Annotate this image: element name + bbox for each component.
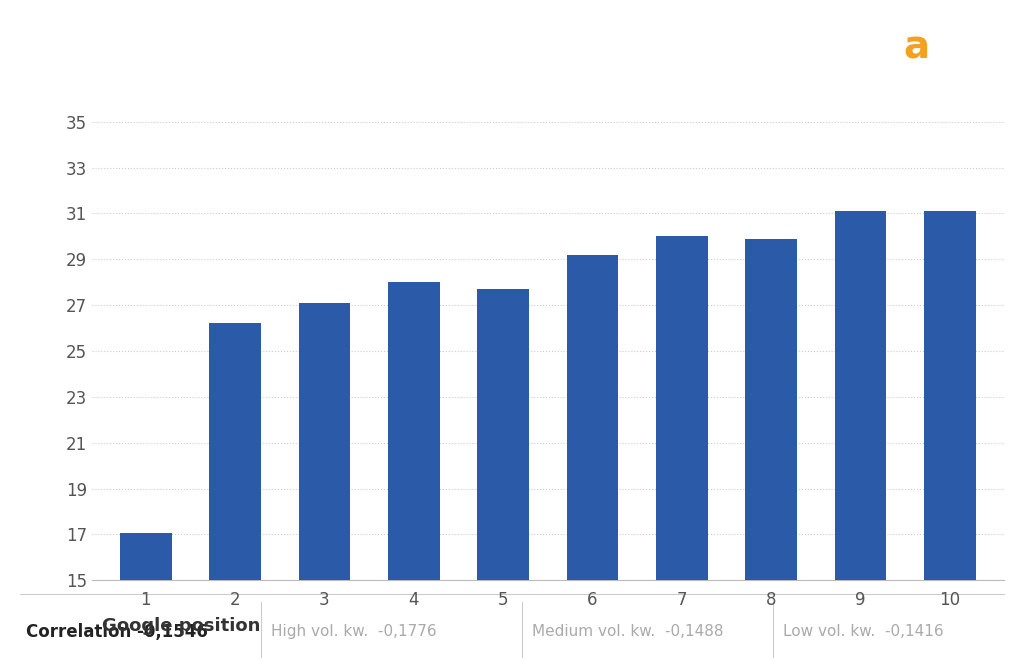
Text: a: a bbox=[903, 29, 930, 67]
Bar bbox=[299, 303, 350, 667]
Text: Correlation -0,1546: Correlation -0,1546 bbox=[26, 623, 208, 641]
Bar bbox=[477, 289, 529, 667]
Text: Medium vol. kw.  -0,1488: Medium vol. kw. -0,1488 bbox=[532, 624, 724, 640]
Bar bbox=[209, 323, 261, 667]
Bar bbox=[388, 282, 439, 667]
Bar bbox=[835, 211, 887, 667]
Text: hrefs: hrefs bbox=[926, 29, 1024, 67]
Text: Google position: Google position bbox=[102, 617, 261, 635]
Bar bbox=[924, 211, 976, 667]
Text: Number of characters in URL (median): Number of characters in URL (median) bbox=[26, 35, 597, 61]
Bar bbox=[566, 255, 618, 667]
Text: High vol. kw.  -0,1776: High vol. kw. -0,1776 bbox=[271, 624, 437, 640]
Bar bbox=[656, 236, 708, 667]
Bar bbox=[120, 534, 172, 667]
Text: Low vol. kw.  -0,1416: Low vol. kw. -0,1416 bbox=[783, 624, 944, 640]
Bar bbox=[745, 239, 797, 667]
